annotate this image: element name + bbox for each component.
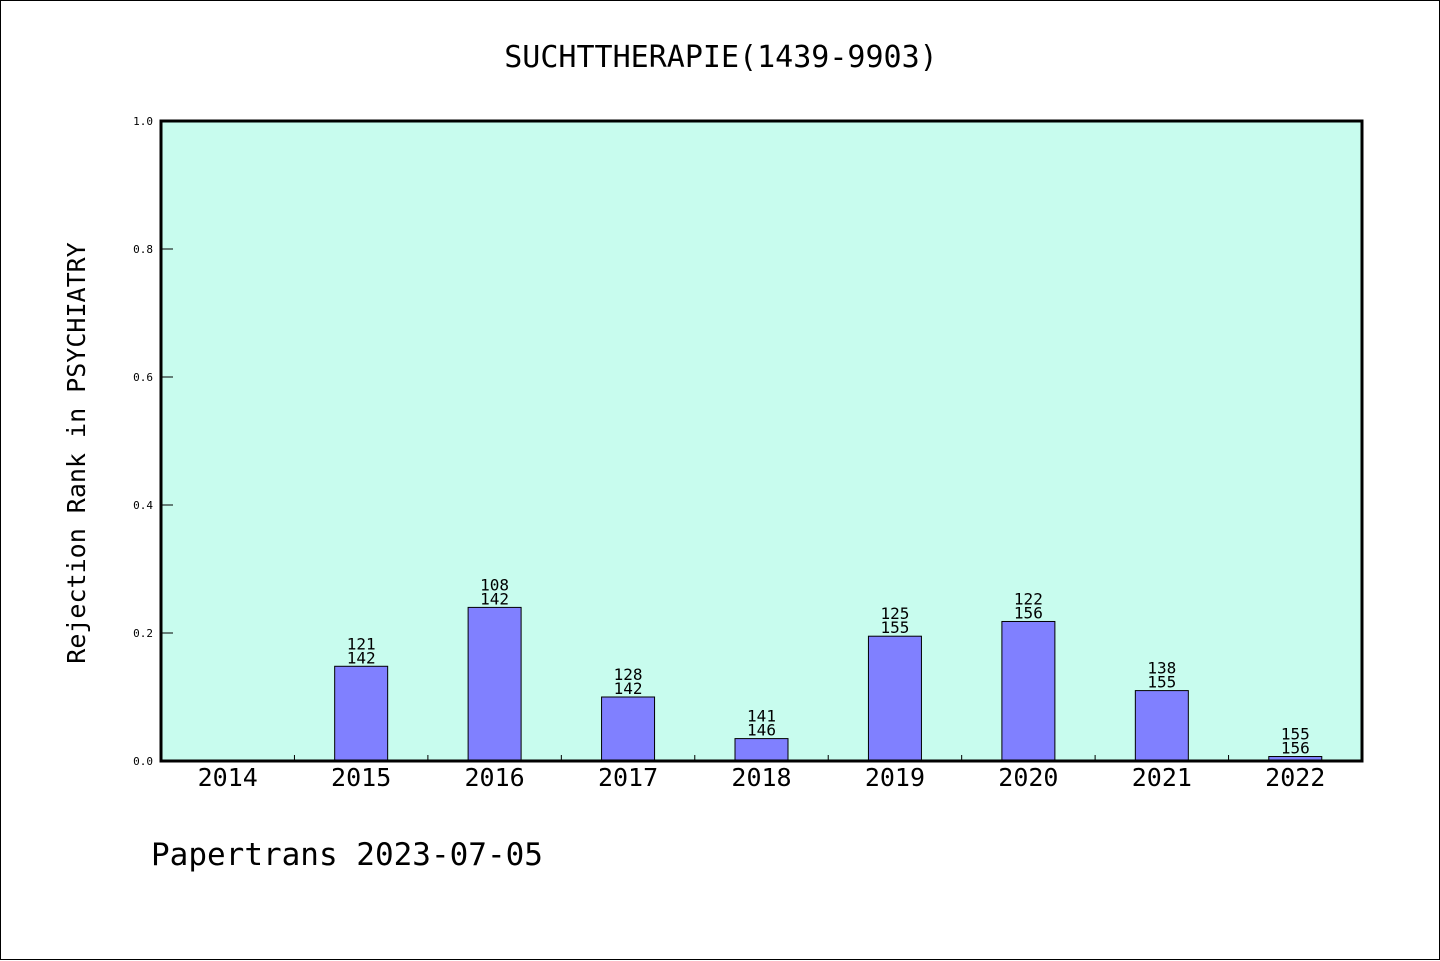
data-label-bottom: 156 bbox=[1281, 739, 1310, 758]
data-label-top: 108 bbox=[480, 575, 509, 594]
y-tick-label: 0.0 bbox=[133, 755, 153, 768]
data-label-top: 125 bbox=[880, 604, 909, 623]
data-label-bottom: 146 bbox=[747, 721, 776, 740]
x-tick-label: 2015 bbox=[331, 763, 391, 792]
plot-border bbox=[159, 119, 1364, 763]
data-label-bottom: 155 bbox=[1147, 673, 1176, 692]
x-tick-label: 2018 bbox=[731, 763, 791, 792]
data-label-bottom: 156 bbox=[1014, 603, 1043, 622]
data-labels: 1211421081421281421411461251551221561381… bbox=[347, 575, 1310, 757]
bar-2015 bbox=[334, 665, 389, 762]
footer-text: Papertrans 2023-07-05 bbox=[151, 837, 543, 873]
x-tick-label: 2022 bbox=[1265, 763, 1325, 792]
y-tick-label: 0.8 bbox=[133, 243, 153, 256]
x-tick-label: 2019 bbox=[865, 763, 925, 792]
plot-area bbox=[161, 121, 1362, 761]
x-tick-label: 2020 bbox=[998, 763, 1058, 792]
data-label-top: 128 bbox=[614, 665, 643, 684]
bars bbox=[334, 606, 1323, 762]
bar-2021 bbox=[1134, 690, 1189, 762]
x-tick-label: 2021 bbox=[1132, 763, 1192, 792]
x-tick-label: 2014 bbox=[198, 763, 258, 792]
x-tick-label: 2017 bbox=[598, 763, 658, 792]
bar-2018 bbox=[734, 738, 789, 762]
x-axis-ticks: 2014 2015 2016 2017 2018 2019 2020 2021 2022 bbox=[198, 755, 1325, 792]
data-label-top: 138 bbox=[1147, 659, 1176, 678]
data-label-bottom: 155 bbox=[880, 618, 909, 637]
bar-2020 bbox=[1001, 620, 1056, 762]
data-label-bottom: 142 bbox=[614, 679, 643, 698]
x-tick-label: 2016 bbox=[465, 763, 525, 792]
bar-2016 bbox=[467, 606, 522, 762]
y-tick-label: 0.4 bbox=[133, 499, 153, 512]
data-label-top: 141 bbox=[747, 707, 776, 726]
data-label-top: 121 bbox=[347, 634, 376, 653]
y-tick-label: 1.0 bbox=[133, 115, 153, 128]
data-label-bottom: 142 bbox=[347, 648, 376, 667]
chart-title: SUCHTTHERAPIE(1439-9903) bbox=[504, 40, 937, 75]
y-axis-label: Rejection Rank in PSYCHIATRY bbox=[62, 242, 91, 663]
y-tick-label: 0.6 bbox=[133, 371, 153, 384]
data-label-bottom: 142 bbox=[480, 589, 509, 608]
bar-2019 bbox=[867, 635, 922, 762]
data-label-top: 122 bbox=[1014, 589, 1043, 608]
data-label-top: 155 bbox=[1281, 725, 1310, 744]
y-tick-label: 0.2 bbox=[133, 627, 153, 640]
bar-2017 bbox=[601, 696, 656, 762]
